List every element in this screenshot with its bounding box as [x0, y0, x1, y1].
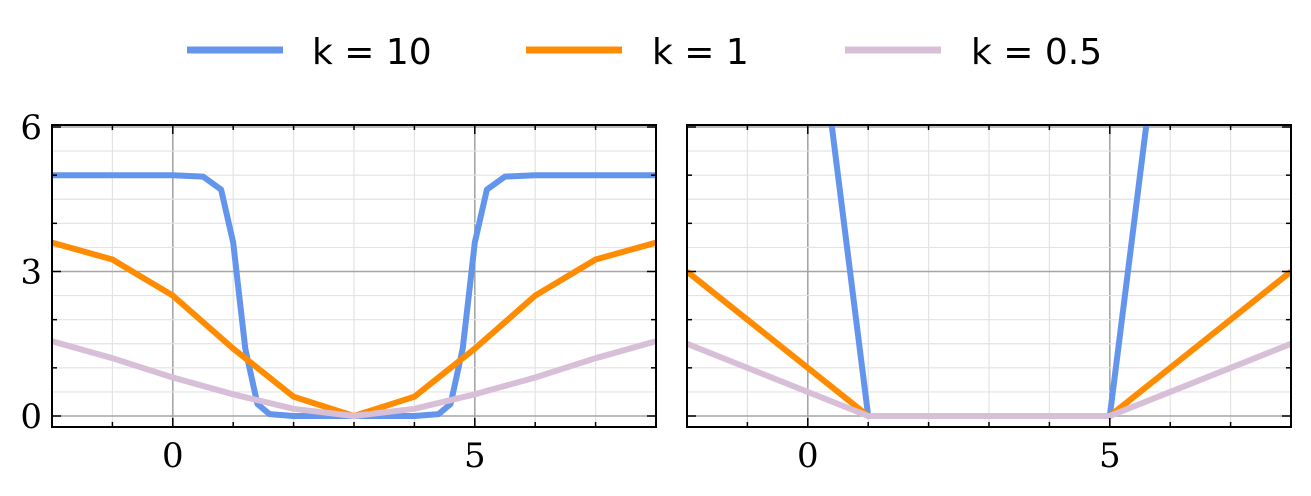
- x-tick-label: 0: [797, 436, 819, 476]
- y-tick-label: 6: [20, 108, 42, 148]
- y-tick-label: 3: [20, 253, 42, 293]
- legend: k = 10 k = 1 k = 0.5: [187, 32, 1102, 73]
- ticks: [686, 125, 1292, 427]
- x-tick-label: 5: [1099, 436, 1121, 476]
- left-panel: 0 5 0 3 6: [20, 108, 657, 476]
- y-tick-label: 0: [20, 397, 42, 437]
- series-group: [687, 125, 1291, 419]
- legend-label: k = 1: [652, 32, 749, 73]
- legend-label: k = 10: [312, 32, 432, 73]
- ticks: [51, 125, 657, 427]
- series-line-k-0-5: [687, 341, 1291, 419]
- series-line-k-0-5: [52, 338, 656, 419]
- legend-label: k = 0.5: [971, 32, 1102, 73]
- series-group: [52, 172, 656, 419]
- x-tick-label: 5: [464, 436, 486, 476]
- x-tick-label: 0: [162, 436, 184, 476]
